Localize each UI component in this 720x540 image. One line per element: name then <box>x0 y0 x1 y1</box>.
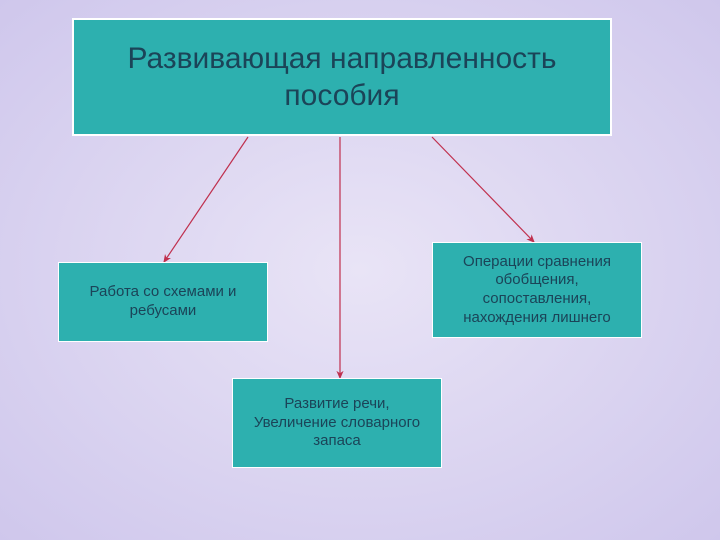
child-box-right: Операции сравнения обобщения, сопоставле… <box>432 242 642 338</box>
child-box-left: Работа со схемами и ребусами <box>58 262 268 342</box>
child-box-center-text: Развитие речи, Увеличение словарного зап… <box>243 395 431 451</box>
child-box-right-text: Операции сравнения обобщения, сопоставле… <box>443 253 631 328</box>
title-box: Развивающая направленность пособия <box>72 18 612 136</box>
child-box-center: Развитие речи, Увеличение словарного зап… <box>232 378 442 468</box>
title-text: Развивающая направленность пособия <box>84 40 600 115</box>
child-box-left-text: Работа со схемами и ребусами <box>69 283 257 321</box>
